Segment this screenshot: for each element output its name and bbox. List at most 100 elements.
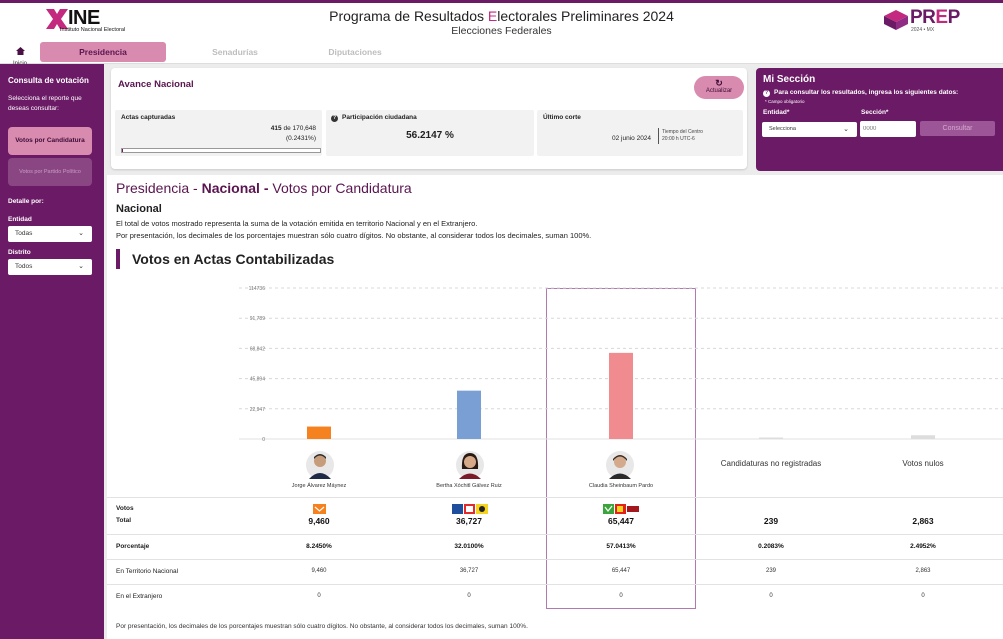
ms-entidad-label: Entidad* [763,109,790,116]
percent-cell: 2.4952% [910,543,936,550]
chevron-down-icon: ⌄ [78,230,84,237]
extranjero-cell: 0 [317,593,321,599]
row-label-porcentaje: Porcentaje [116,543,150,550]
entidad-label: Entidad [8,216,32,223]
bar-3[interactable] [759,437,783,440]
votos-partido-button[interactable]: Votos por Partido Político [8,158,92,186]
percent-cell: 32.0100% [454,543,484,550]
y-tick-label: 114736 [249,286,266,292]
prep-ballot-icon [884,10,908,30]
total-votes: 2,863 [912,516,934,526]
distrito-select[interactable]: Todos ⌄ [8,259,92,275]
ms-entidad-select[interactable]: Selecciona ⌄ [762,122,857,137]
total-votes: 239 [763,516,779,526]
actas-total: de 170,648 [281,125,316,132]
tab-diputaciones[interactable]: Diputaciones [328,47,382,57]
chart-bars [307,352,935,440]
bar-0[interactable] [307,426,331,439]
y-tick-label: 22,947 [250,407,266,413]
mi-seccion-title: Mi Sección [763,74,816,85]
y-tick-label: 91,789 [250,316,266,322]
candidate-photo-maynez [306,451,334,479]
avance-nacional-panel: Avance Nacional ↻ Actualizar Actas captu… [111,68,747,169]
chevron-down-icon: ⌄ [78,263,84,270]
sidebar: Consulta de votación Selecciona el repor… [0,64,104,639]
actas-percent: (0.2431%) [286,135,316,142]
table-divider [107,559,1003,560]
territorio-cell: 239 [765,568,776,574]
title-highlight: E [487,8,498,24]
actualizar-button[interactable]: ↻ Actualizar [694,76,744,99]
tab-presidencia[interactable]: Presidencia [40,42,166,62]
avance-title: Avance Nacional [118,79,194,90]
prep-word-a: PR [910,7,936,28]
ine-wordmark: INE [68,7,100,29]
entidad-select[interactable]: Todas ⌄ [8,226,92,242]
chart-grid [239,287,1003,440]
ine-logo[interactable]: INE Instituto Nacional Electoral [44,7,125,37]
total-votes: 9,460 [308,516,330,526]
results-subtitle: Nacional [116,203,162,215]
home-icon [15,47,25,55]
total-votes: 65,447 [608,516,634,526]
refresh-icon: ↻ [715,78,723,88]
results-note-2: Por presentación, los decimales de los p… [116,231,592,240]
y-tick-label: 68,842 [250,346,266,352]
actas-count-value: 415 [270,125,282,132]
actas-capturadas-box: Actas capturadas 415 de 170,648 (0.2431%) [115,110,322,156]
required-note: * Campo obligatorio [765,99,805,104]
candidate-name: Jorge Álvarez Máynez [291,483,347,489]
extranjero-cell: 0 [467,593,471,599]
distrito-select-value: Todos [15,263,33,270]
coalicion-fuerza-corazon-logo-icon [452,504,488,514]
percent-cell: 8.2450% [306,543,332,550]
prep-word-c: P [947,7,961,28]
y-tick-label: 45,894 [250,377,266,383]
mc-party-logo-icon [313,504,326,514]
percent-cell: 0.2083% [758,543,784,550]
seccion-input[interactable] [860,121,916,137]
results-title: Presidencia - Nacional - Votos por Candi… [116,180,412,196]
row-label-extranjero: En el Extranjero [116,593,163,600]
ine-x-icon [46,9,68,29]
votos-candidatura-button[interactable]: Votos por Candidatura [8,127,92,155]
territorio-cell: 36,727 [459,568,479,574]
title-prefix: Programa de Resultados [329,8,488,24]
bar-2[interactable] [609,352,633,439]
prep-logo[interactable]: PREP 2024 • MX [884,7,974,38]
sidebar-heading: Consulta de votación [8,76,89,85]
consultar-button[interactable]: Consultar [920,121,995,136]
title-part-presidencia: Presidencia - [116,180,202,196]
title-suffix: lectorales Preliminares 2024 [497,8,674,24]
bar-1[interactable] [457,390,481,439]
participacion-label-text: Participación ciudadana [342,114,417,121]
help-icon[interactable]: ? [763,90,770,97]
participacion-label: ? Participación ciudadana [331,114,417,122]
bar-4[interactable] [911,435,935,439]
ms-seccion-label: Sección* [861,109,889,116]
tz-line-2: 20:00 h UTC-6 [662,136,695,142]
ms-entidad-value: Selecciona [769,126,796,132]
candidate-name: Claudia Sheinbaum Pardo [588,483,654,489]
percent-cell: 57.0413% [606,543,636,550]
title-part-nacional: Nacional - [201,180,273,196]
candidate-name: Bertha Xóchitl Gálvez Ruiz [436,483,502,489]
row-label-votos: Votos [116,505,134,512]
total-votes: 36,727 [456,516,482,526]
actas-progress-fill [122,149,123,152]
actas-count: 415 de 170,648 (0.2431%) [271,124,316,144]
actas-label: Actas capturadas [121,114,176,121]
help-icon[interactable]: ? [331,115,338,122]
table-divider [107,584,1003,585]
separator [658,128,659,144]
mi-seccion-info: ? Para consultar los resultados, ingresa … [763,89,958,97]
ultimo-corte-timezone: Tiempo del Centro 20:00 h UTC-6 [662,129,703,143]
tab-senadurias[interactable]: Senadurías [212,47,258,57]
participacion-box: ? Participación ciudadana 56.2147 % [326,110,534,156]
territorio-cell: 9,460 [311,568,327,574]
page-header-title: Programa de Resultados Electorales Preli… [0,8,1003,24]
prep-wordmark: PREP [910,7,960,29]
results-note-1: El total de votos mostrado representa la… [116,219,478,228]
tz-line-1: Tiempo del Centro [662,129,703,135]
table-divider [107,497,1003,498]
